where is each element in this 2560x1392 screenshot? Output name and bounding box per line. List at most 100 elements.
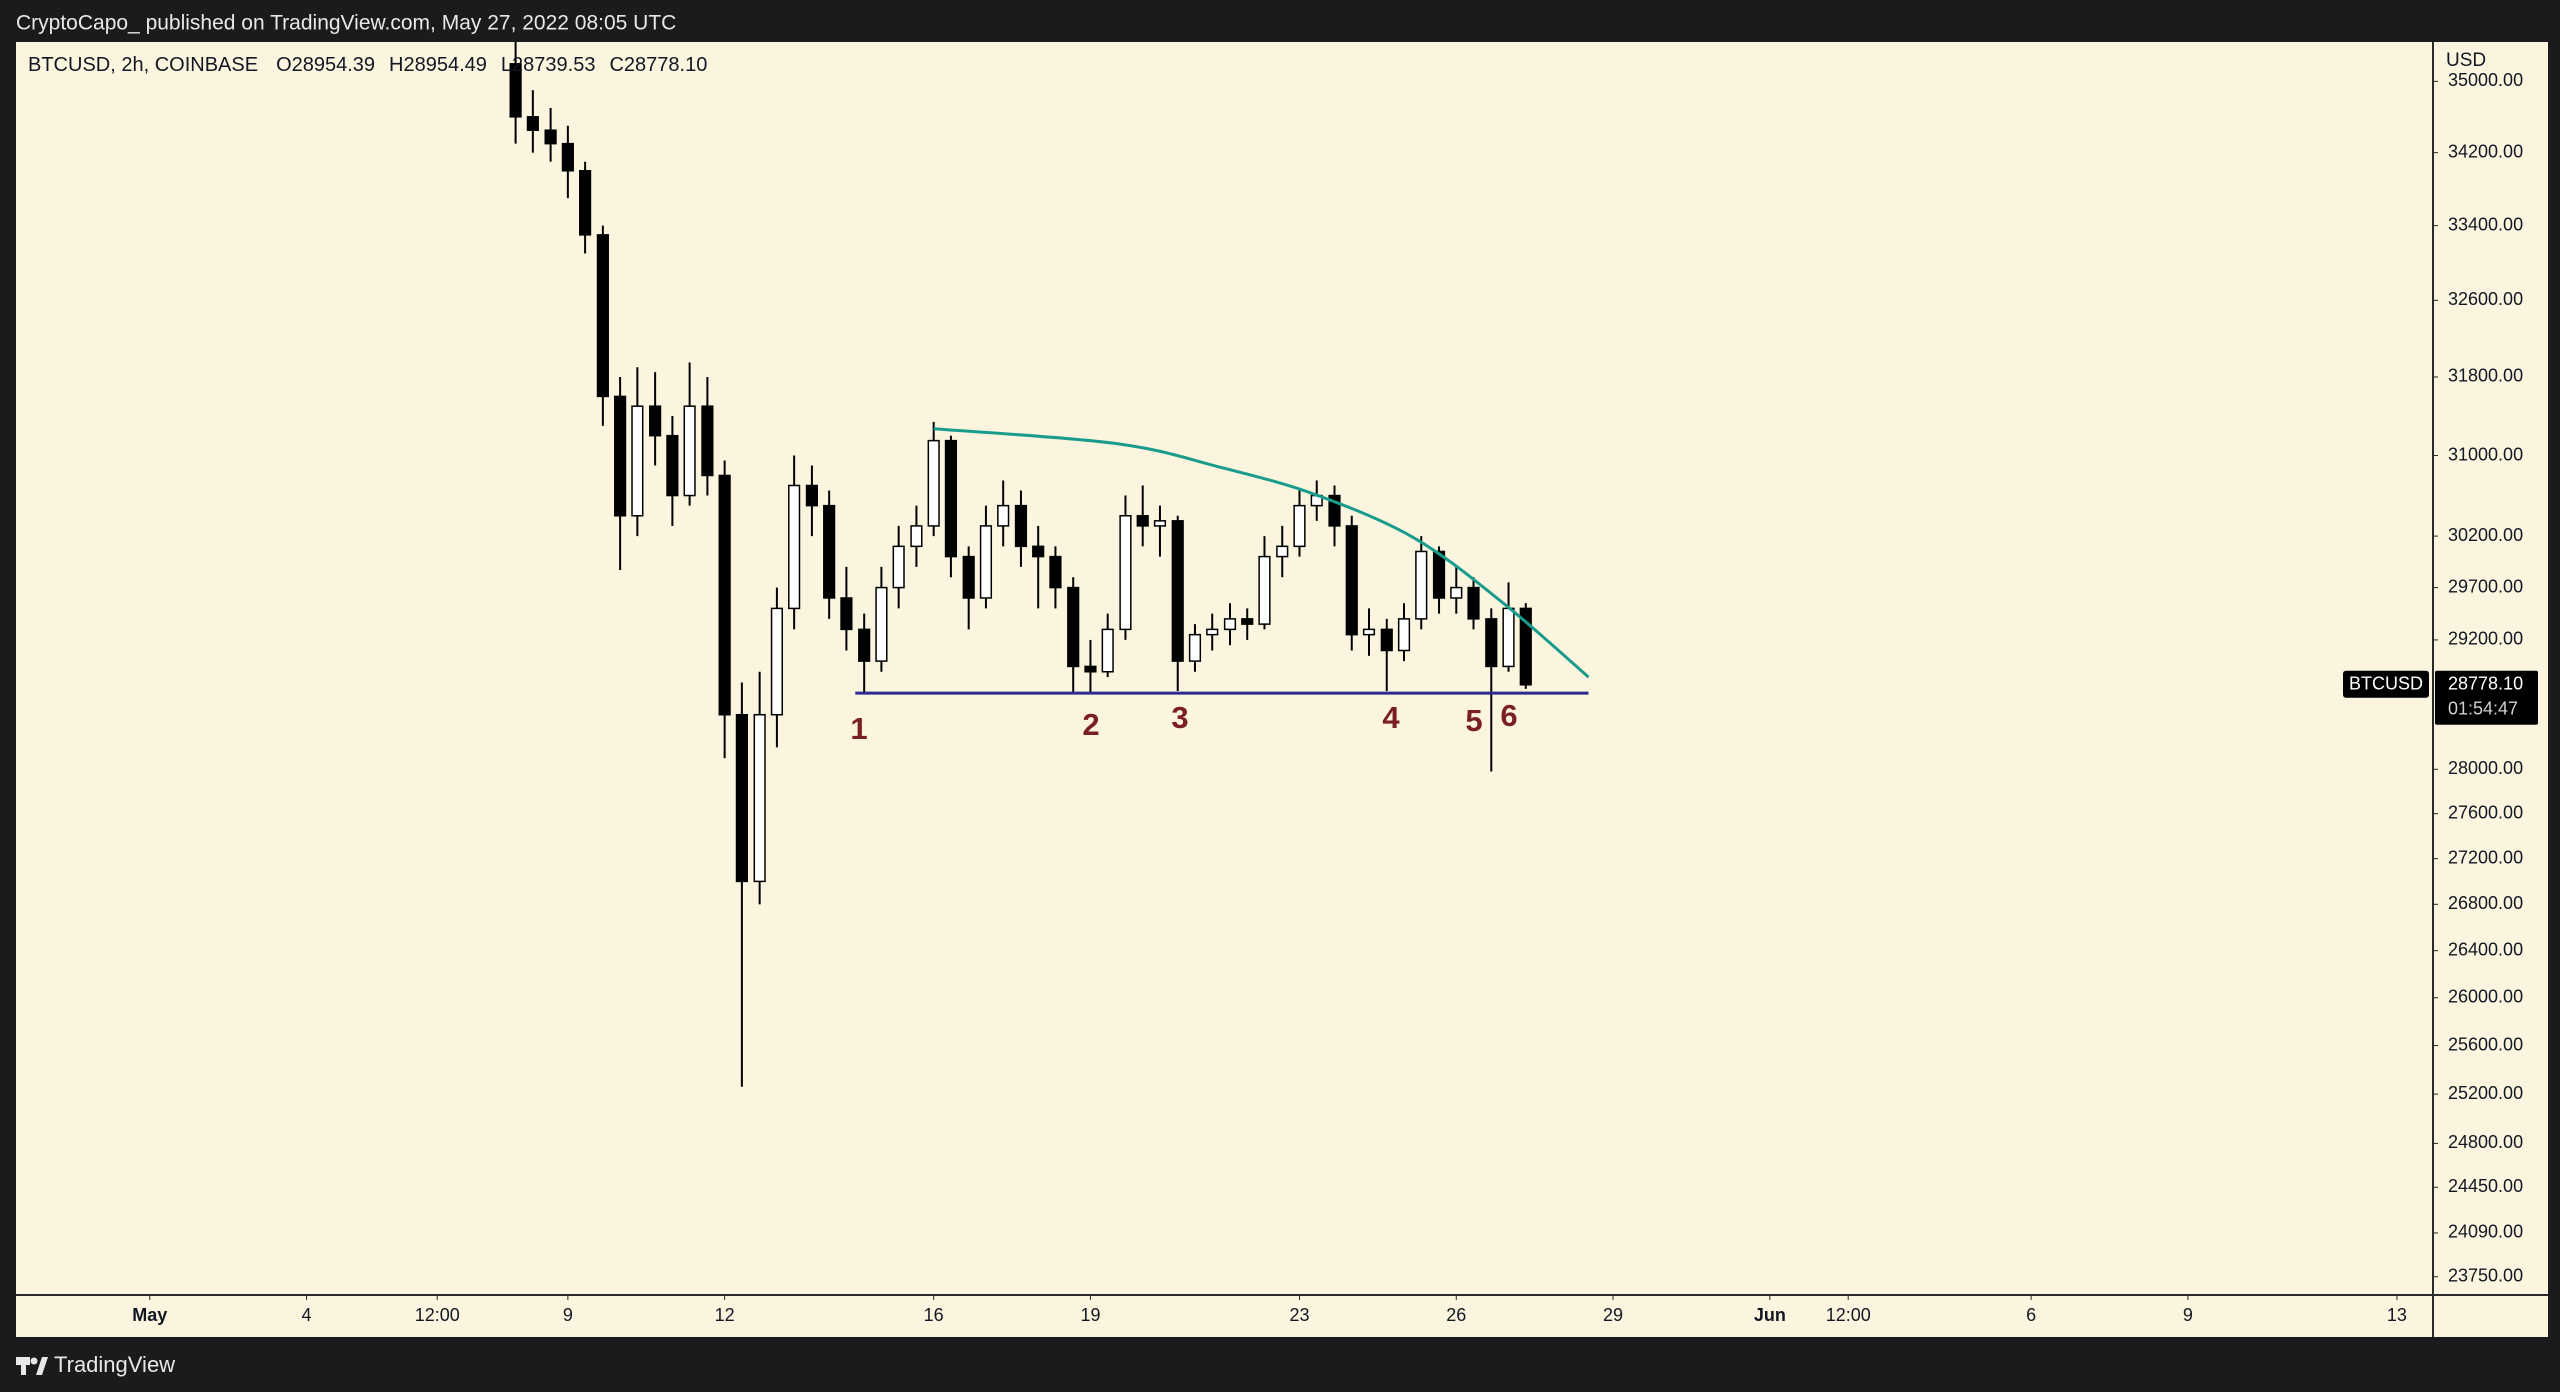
candle-body [1467, 586, 1480, 620]
pattern-label: 2 [1082, 707, 1099, 742]
candle-body [1380, 628, 1393, 652]
candle-body [805, 484, 819, 507]
symbol-legend: BTCUSD, 2h, COINBASE O28954.39 H28954.49 L2… [28, 54, 707, 77]
candle-body [927, 439, 940, 527]
y-tick-label: 27600.00 [2448, 802, 2523, 822]
candle-body [823, 504, 836, 599]
candle-body [1362, 628, 1376, 636]
y-tick-label: 24090.00 [2448, 1222, 2523, 1242]
y-tick-label: 34200.00 [2448, 141, 2523, 161]
candle-body [579, 169, 592, 236]
y-tick-label: 32600.00 [2448, 289, 2523, 309]
candle-body [649, 405, 662, 437]
candle-body [561, 142, 574, 172]
candle-body [1084, 665, 1097, 673]
candle-body [1397, 618, 1411, 652]
candle-body [544, 129, 557, 145]
x-tick-label: 9 [563, 1305, 573, 1325]
candle-body [1153, 520, 1167, 527]
candle-body [770, 607, 783, 716]
x-tick-label: 6 [2026, 1305, 2036, 1325]
candle-body [1485, 618, 1498, 668]
legend-item: BTCUSD, 2h, COINBASE [28, 54, 259, 76]
symbol-tag-box [2343, 670, 2429, 698]
candle-body [1014, 504, 1028, 548]
last-price-box [2435, 670, 2538, 725]
symbol-tag: BTCUSD [2349, 674, 2423, 694]
candle-body [1049, 555, 1062, 589]
pattern-label: 3 [1171, 700, 1188, 735]
candle-body [753, 713, 766, 883]
candle-body [1119, 515, 1132, 631]
x-tick-label: May [132, 1305, 167, 1325]
candle-body [997, 504, 1010, 527]
candle-body [1415, 550, 1428, 620]
y-tick-label: 25600.00 [2448, 1034, 2523, 1054]
candle-body [1241, 618, 1254, 625]
y-tick-label: 26800.00 [2448, 893, 2523, 913]
y-tick-label: 26000.00 [2448, 986, 2523, 1006]
top-bar [0, 0, 2560, 42]
candle-body [1171, 520, 1184, 662]
x-tick-label: 19 [1080, 1305, 1100, 1325]
y-tick-label: 31000.00 [2448, 444, 2523, 464]
y-tick-label: 30200.00 [2448, 525, 2523, 545]
candle-body [509, 63, 522, 118]
candle-body [596, 234, 609, 398]
y-tick-label: 29200.00 [2448, 629, 2523, 649]
candle-body [614, 395, 627, 517]
candle-body [858, 628, 871, 662]
pattern-label: 1 [850, 711, 867, 746]
x-tick-label: 4 [302, 1305, 312, 1325]
x-tick-label: 29 [1603, 1305, 1623, 1325]
y-tick-label: 23750.00 [2448, 1266, 2523, 1286]
candle-body [631, 405, 644, 517]
candle-body [944, 439, 958, 558]
legend-item: O28954.39 [276, 54, 376, 76]
y-tick-label: 29700.00 [2448, 576, 2523, 596]
candle-body [840, 597, 853, 631]
y-tick-label: 26400.00 [2448, 939, 2523, 959]
last-price-label: 28778.10 [2448, 674, 2523, 694]
x-tick-label: 12:00 [1826, 1305, 1871, 1325]
candle-body [910, 525, 923, 548]
candle-body [701, 405, 714, 477]
y-tick-label: 33400.00 [2448, 214, 2523, 234]
candle-body [526, 116, 539, 131]
publisher-text: CryptoCapo_ published on TradingView.com… [16, 12, 676, 35]
candle-body [1345, 525, 1358, 636]
footer-brand: TradingView [54, 1352, 175, 1377]
candle-body [1223, 618, 1237, 631]
x-tick-label: 16 [924, 1305, 944, 1325]
y-tick-label: 35000.00 [2448, 70, 2523, 90]
x-tick-label: 13 [2387, 1305, 2407, 1325]
candle-body [718, 474, 731, 716]
y-tick-label: 27200.00 [2448, 847, 2523, 867]
chart-background [16, 42, 2548, 1337]
candle-body [666, 434, 679, 497]
candle-body [1276, 545, 1289, 558]
y-tick-label: 31800.00 [2448, 366, 2523, 386]
footer-bar [0, 1337, 2560, 1392]
candle-body [1328, 494, 1341, 527]
plot-area [509, 42, 1590, 1087]
y-tick-label: 24450.00 [2448, 1176, 2523, 1196]
legend-item: C28778.10 [609, 54, 708, 76]
candle-body [875, 586, 888, 662]
candle-body [1136, 515, 1149, 527]
x-tick-label: 12 [715, 1305, 735, 1325]
y-tick-label: 25200.00 [2448, 1083, 2523, 1103]
candle-body [1450, 586, 1463, 599]
candle-body [1432, 550, 1446, 599]
tv-logo [16, 1357, 48, 1375]
candle-body [979, 525, 993, 599]
pattern-label: 5 [1465, 703, 1482, 738]
x-tick-label: Jun [1754, 1305, 1786, 1325]
resistance-curve [933, 427, 1590, 679]
x-tick-label: 23 [1289, 1305, 1309, 1325]
candle-body [1032, 545, 1045, 558]
candle-body [735, 713, 748, 883]
candle-body [788, 484, 801, 610]
